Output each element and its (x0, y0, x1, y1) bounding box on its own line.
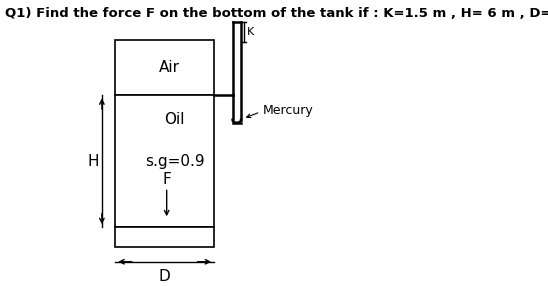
Text: s.g=0.9: s.g=0.9 (145, 154, 204, 169)
Text: Oil: Oil (164, 112, 185, 127)
Bar (116, 39, 214, 96)
Text: F: F (162, 172, 171, 187)
Text: H: H (88, 154, 99, 169)
Bar (116, 227, 214, 247)
Text: Air: Air (159, 60, 180, 75)
Text: Q1) Find the force F on the bottom of the tank if : K=1.5 m , H= 6 m , D=5 m.: Q1) Find the force F on the bottom of th… (5, 7, 548, 20)
Text: K: K (247, 27, 254, 37)
Text: D: D (159, 269, 170, 283)
Text: Mercury: Mercury (262, 104, 313, 117)
Bar (116, 96, 214, 227)
